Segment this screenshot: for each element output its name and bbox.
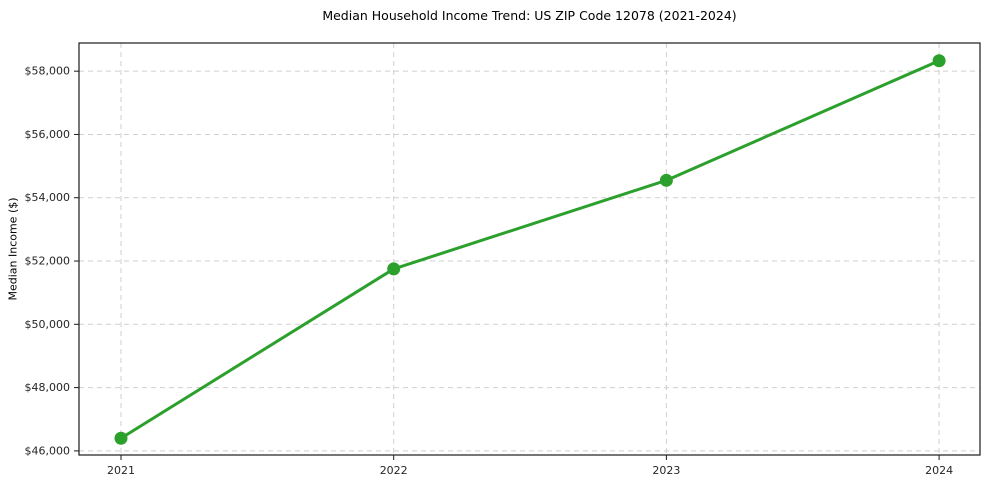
x-tick-label: 2022 bbox=[380, 464, 408, 477]
data-point-marker bbox=[659, 173, 673, 187]
chart-title: Median Household Income Trend: US ZIP Co… bbox=[322, 8, 737, 23]
y-tick-label: $56,000 bbox=[25, 128, 71, 141]
y-tick-label: $48,000 bbox=[25, 381, 71, 394]
y-tick-label: $58,000 bbox=[25, 65, 71, 78]
data-point-marker bbox=[114, 431, 128, 445]
x-tick-label: 2023 bbox=[652, 464, 680, 477]
plot-border bbox=[78, 42, 981, 456]
y-tick-label: $46,000 bbox=[25, 444, 71, 457]
y-tick-label: $54,000 bbox=[25, 191, 71, 204]
x-tick-label: 2021 bbox=[107, 464, 135, 477]
x-tick-label: 2024 bbox=[925, 464, 953, 477]
y-tick-label: $52,000 bbox=[25, 255, 71, 268]
data-point-marker bbox=[932, 54, 946, 68]
trend-line bbox=[119, 59, 941, 440]
data-point-marker bbox=[387, 262, 401, 276]
y-tick-label: $50,000 bbox=[25, 318, 71, 331]
